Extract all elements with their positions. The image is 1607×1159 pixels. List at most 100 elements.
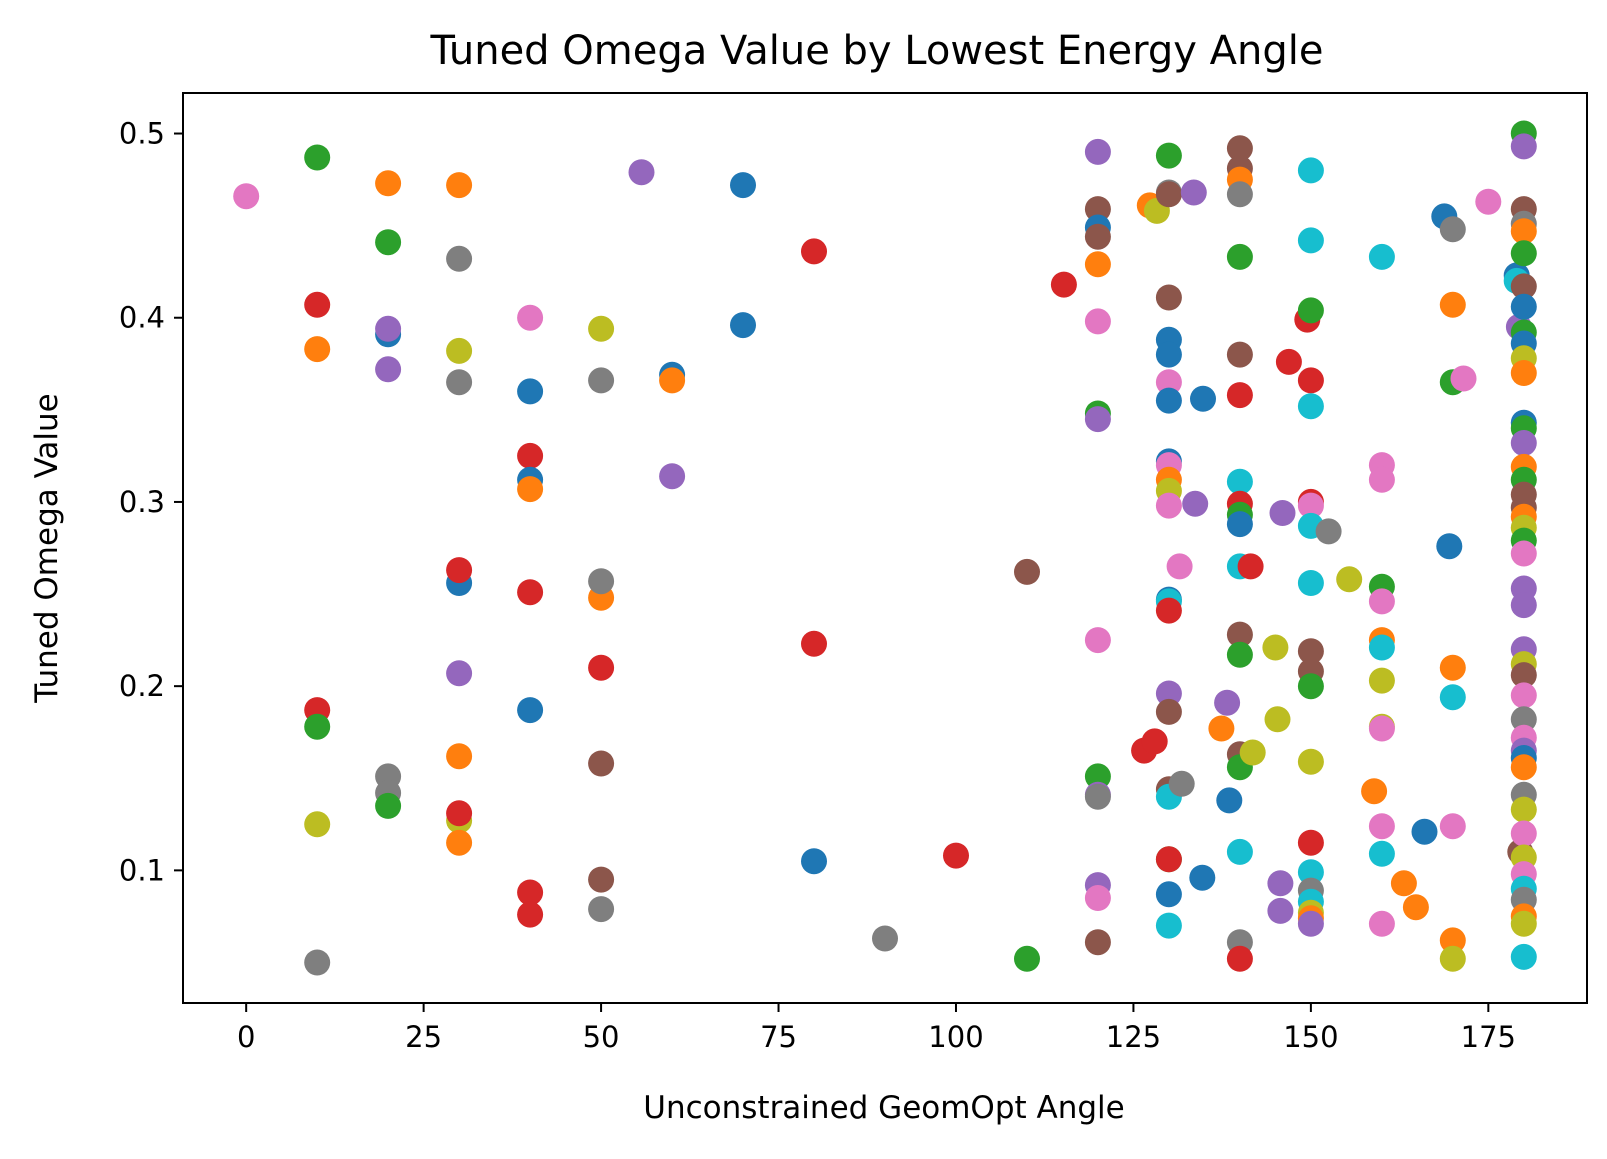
data-point: [375, 356, 402, 383]
data-point: [1510, 133, 1537, 160]
data-point: [1361, 778, 1388, 805]
data-point: [1297, 227, 1324, 254]
data-point: [1084, 308, 1111, 335]
data-point: [1450, 365, 1477, 392]
data-point: [1226, 341, 1253, 368]
data-point: [517, 476, 544, 503]
data-point: [1297, 393, 1324, 420]
data-point: [1297, 910, 1324, 937]
data-point: [1014, 945, 1040, 972]
data-point: [1084, 138, 1111, 165]
data-point: [588, 315, 615, 342]
data-point: [1155, 284, 1182, 311]
data-point: [1155, 341, 1182, 368]
data-point: [1264, 706, 1291, 733]
data-point: [304, 713, 331, 740]
data-point: [304, 291, 331, 318]
x-tick-label: 125: [1106, 1020, 1161, 1054]
x-tick-label: 50: [583, 1020, 620, 1054]
data-point: [233, 183, 260, 210]
data-point: [304, 811, 331, 838]
data-point: [1510, 293, 1537, 320]
data-point: [1297, 638, 1324, 665]
data-point: [1214, 689, 1241, 716]
data-point: [1439, 927, 1466, 954]
data-point: [446, 829, 473, 856]
data-point: [1226, 511, 1253, 538]
data-point: [588, 367, 615, 394]
data-point: [1297, 829, 1324, 856]
x-tick-label: 0: [237, 1020, 255, 1054]
data-point: [872, 925, 898, 952]
data-point: [1510, 360, 1537, 386]
data-point: [1226, 181, 1253, 208]
data-point: [801, 238, 827, 265]
data-point: [1510, 273, 1537, 300]
data-point: [1510, 662, 1537, 689]
data-point: [1439, 813, 1466, 840]
data-point: [1510, 754, 1537, 781]
data-point: [375, 792, 402, 819]
data-point: [588, 866, 615, 893]
x-tick-label: 175: [1461, 1020, 1516, 1054]
data-point: [1267, 870, 1294, 897]
data-point: [1297, 492, 1324, 519]
data-point: [1084, 223, 1111, 250]
data-point: [1084, 251, 1111, 278]
data-point: [1155, 680, 1182, 707]
data-point: [1084, 196, 1111, 223]
data-point: [1262, 634, 1289, 661]
data-point: [304, 949, 331, 976]
data-point: [1084, 929, 1111, 956]
data-point: [1297, 673, 1324, 700]
data-point: [588, 896, 615, 923]
data-point: [1510, 796, 1537, 823]
data-point: [375, 170, 402, 197]
data-point: [1510, 943, 1537, 970]
data-point: [659, 463, 686, 490]
data-point: [1180, 179, 1207, 206]
y-tick-label: 0.5: [119, 117, 165, 151]
data-point: [1155, 369, 1182, 396]
data-point: [1510, 430, 1537, 456]
data-point: [1439, 654, 1466, 681]
data-point: [1155, 698, 1182, 725]
data-point: [1084, 627, 1111, 654]
data-point: [1166, 553, 1193, 580]
data-point: [1402, 894, 1429, 921]
data-point: [1368, 715, 1395, 742]
data-point: [1155, 181, 1182, 208]
data-point: [1226, 468, 1253, 495]
data-point: [1336, 566, 1363, 593]
data-point: [1297, 570, 1324, 596]
data-point: [801, 848, 827, 875]
data-point: [1155, 387, 1182, 414]
data-point: [446, 800, 473, 827]
data-point: [1226, 945, 1253, 972]
data-point: [1439, 945, 1466, 972]
data-point: [446, 369, 473, 396]
data-point: [1189, 864, 1216, 891]
data-point: [446, 172, 473, 199]
data-point: [375, 229, 402, 256]
data-point: [588, 654, 615, 681]
chart-title: Tuned Omega Value by Lowest Energy Angle: [430, 28, 1324, 74]
data-point: [1226, 838, 1253, 865]
x-tick-label: 25: [405, 1020, 442, 1054]
data-point: [517, 378, 544, 405]
data-point: [1368, 667, 1395, 694]
data-point: [1084, 885, 1111, 911]
data-point: [1297, 859, 1324, 886]
data-point: [1226, 641, 1253, 668]
data-point: [1084, 763, 1111, 790]
data-point: [1297, 297, 1324, 324]
data-point: [628, 159, 655, 186]
data-point: [517, 304, 544, 331]
data-point: [1368, 588, 1395, 615]
data-point: [801, 630, 827, 657]
data-point: [943, 842, 969, 869]
data-point: [1510, 820, 1537, 847]
data-point: [1439, 216, 1466, 243]
data-point: [588, 568, 615, 595]
data-point: [517, 697, 544, 724]
